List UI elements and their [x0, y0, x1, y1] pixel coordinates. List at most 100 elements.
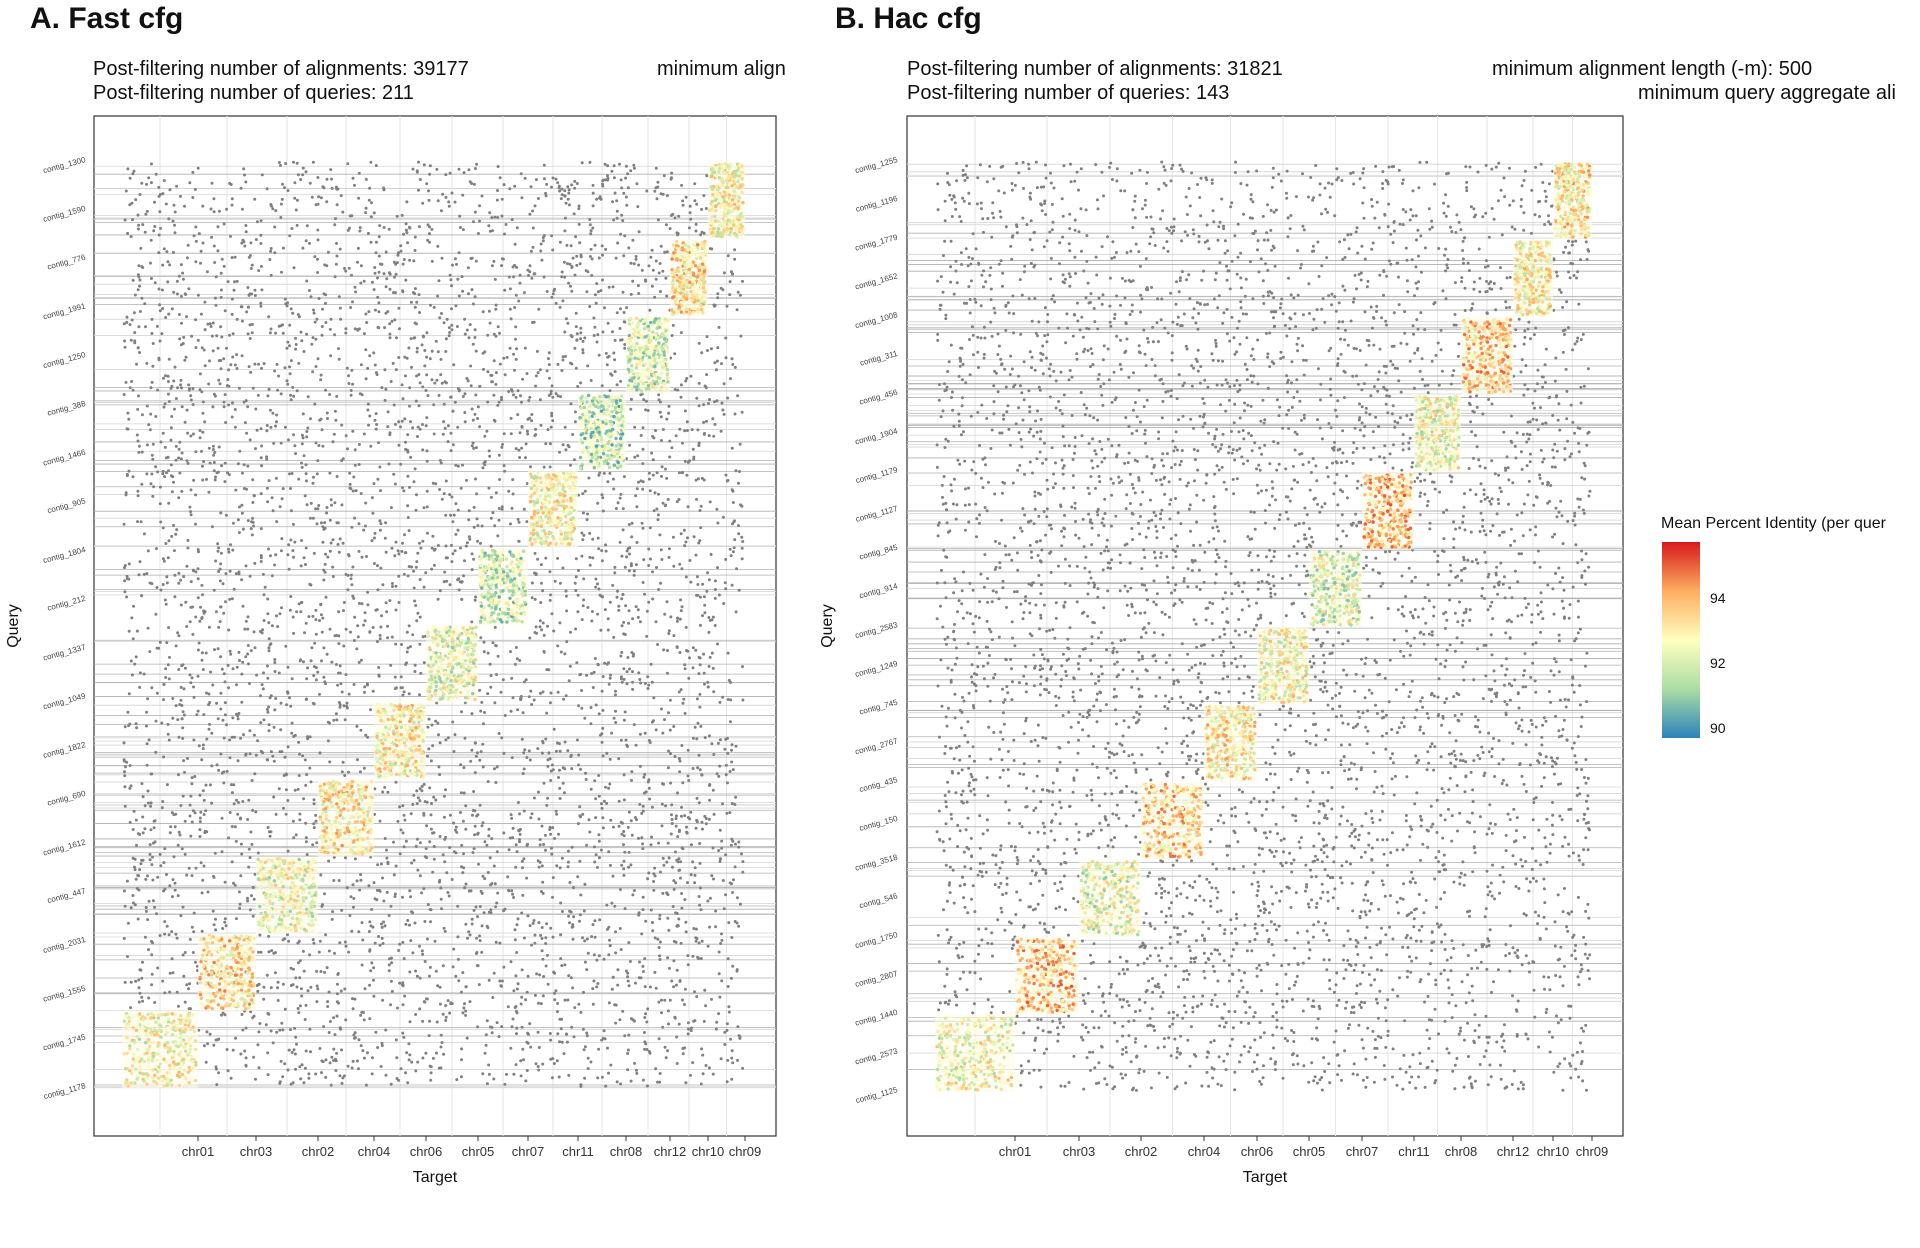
- diag-point: [128, 1016, 131, 1019]
- scatter-point: [152, 443, 155, 446]
- scatter-point: [585, 290, 588, 293]
- scatter-point: [431, 871, 434, 874]
- scatter-point: [308, 1028, 311, 1031]
- scatter-point: [630, 535, 633, 538]
- scatter-point: [243, 174, 246, 177]
- scatter-point: [621, 681, 624, 684]
- scatter-point: [192, 433, 195, 436]
- scatter-point: [581, 936, 584, 939]
- scatter-point: [601, 496, 604, 499]
- scatter-point: [320, 521, 323, 524]
- scatter-point: [421, 785, 424, 788]
- scatter-point: [539, 250, 542, 253]
- scatter-point: [464, 804, 467, 807]
- scatter-point: [126, 577, 129, 580]
- scatter-point: [219, 708, 222, 711]
- scatter-point: [561, 857, 564, 860]
- scatter-point: [413, 336, 416, 339]
- scatter-point: [123, 590, 126, 593]
- scatter-point: [171, 895, 174, 898]
- scatter-point: [147, 176, 150, 179]
- scatter-point: [529, 465, 532, 468]
- scatter-point: [278, 1029, 281, 1032]
- scatter-point: [466, 1037, 469, 1040]
- scatter-point: [610, 732, 613, 735]
- scatter-point: [471, 712, 474, 715]
- scatter-point: [483, 462, 486, 465]
- scatter-point: [290, 509, 293, 512]
- scatter-point: [310, 295, 313, 298]
- scatter-point: [338, 295, 341, 298]
- scatter-point: [492, 1078, 495, 1081]
- scatter-point: [239, 817, 242, 820]
- scatter-point: [667, 498, 670, 501]
- scatter-point: [332, 1048, 335, 1051]
- scatter-point: [659, 290, 662, 293]
- scatter-point: [267, 1073, 270, 1076]
- scatter-point: [469, 933, 472, 936]
- scatter-point: [699, 509, 702, 512]
- scatter-point: [339, 703, 342, 706]
- scatter-point: [592, 1003, 595, 1006]
- scatter-point: [339, 537, 342, 540]
- scatter-point: [279, 164, 282, 167]
- scatter-point: [139, 671, 142, 674]
- scatter-point: [623, 475, 626, 478]
- scatter-point: [712, 616, 715, 619]
- scatter-point: [175, 185, 178, 188]
- scatter-point: [565, 609, 568, 612]
- scatter-point: [395, 585, 398, 588]
- scatter-point: [737, 532, 740, 535]
- scatter-point: [173, 595, 176, 598]
- scatter-point: [386, 425, 389, 428]
- scatter-point: [280, 537, 283, 540]
- scatter-point: [267, 315, 270, 318]
- scatter-point: [369, 924, 372, 927]
- scatter-point: [355, 725, 358, 728]
- scatter-point: [313, 798, 316, 801]
- scatter-point: [478, 759, 481, 762]
- scatter-point: [481, 195, 484, 198]
- scatter-point: [655, 278, 658, 281]
- scatter-point: [291, 722, 294, 725]
- scatter-point: [231, 298, 234, 301]
- scatter-point: [629, 408, 632, 411]
- scatter-point: [235, 917, 238, 920]
- scatter-point: [667, 1009, 670, 1012]
- scatter-point: [341, 211, 344, 214]
- scatter-point: [403, 957, 406, 960]
- scatter-point: [563, 791, 566, 794]
- scatter-point: [358, 522, 361, 525]
- scatter-point: [233, 736, 236, 739]
- diag-point: [123, 1052, 126, 1055]
- scatter-point: [498, 478, 501, 481]
- scatter-point: [558, 621, 561, 624]
- scatter-point: [537, 1069, 540, 1072]
- scatter-point: [664, 1046, 667, 1049]
- scatter-point: [569, 464, 572, 467]
- scatter-point: [600, 549, 603, 552]
- scatter-point: [478, 425, 481, 428]
- scatter-point: [134, 868, 137, 871]
- scatter-point: [360, 492, 363, 495]
- scatter-point: [741, 1067, 744, 1070]
- scatter-point: [724, 738, 727, 741]
- scatter-point: [195, 240, 198, 243]
- scatter-point: [680, 907, 683, 910]
- scatter-point: [358, 661, 361, 664]
- scatter-point: [623, 347, 626, 350]
- scatter-point: [708, 818, 711, 821]
- scatter-point: [467, 266, 470, 269]
- scatter-point: [426, 490, 429, 493]
- scatter-point: [692, 737, 695, 740]
- scatter-point: [264, 586, 267, 589]
- scatter-point: [245, 1065, 248, 1068]
- scatter-point: [210, 208, 213, 211]
- scatter-point: [454, 257, 457, 260]
- scatter-point: [426, 394, 429, 397]
- scatter-point: [635, 255, 638, 258]
- scatter-point: [724, 893, 727, 896]
- scatter-point: [282, 487, 285, 490]
- scatter-point: [304, 563, 307, 566]
- scatter-point: [631, 280, 634, 283]
